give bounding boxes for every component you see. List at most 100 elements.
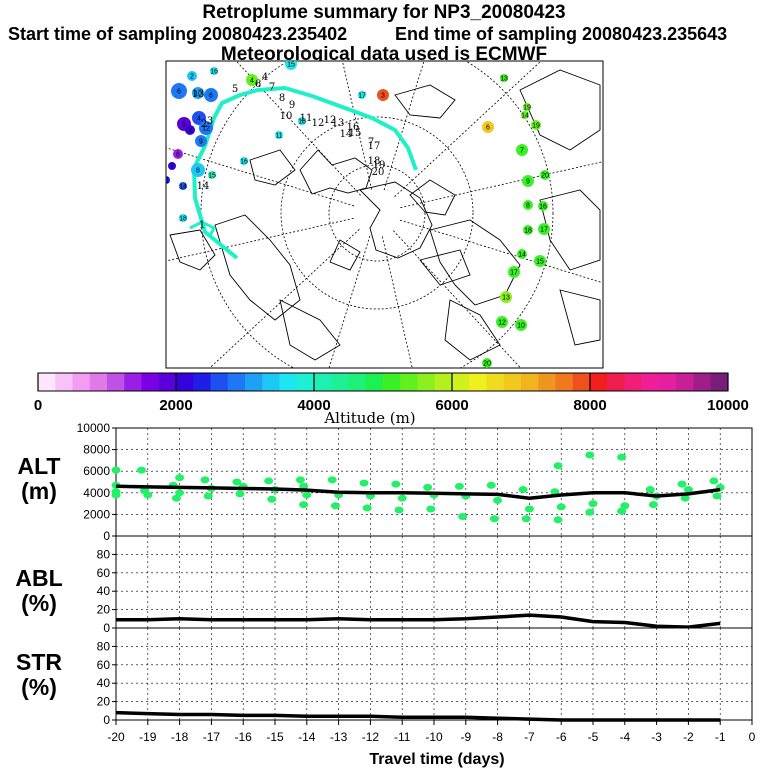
colorbar-swatch [469,373,487,391]
colorbar-swatch [72,373,91,391]
end-time-label: End time of sampling 20080423.235643 [395,24,728,44]
colorbar-swatch [314,373,332,391]
meridian-line [400,161,603,209]
map-marker-label: 4 [197,116,201,123]
map-day-label: 19 [373,160,386,171]
x-tick-label: 0 [749,730,756,744]
map-marker [540,170,550,180]
map-day-label: 17 [368,141,381,152]
map-marker-label: 18 [298,119,306,126]
colorbar-swatch [89,373,108,391]
map-marker-label: 2 [190,74,194,81]
map-marker [204,88,218,102]
coastline [419,249,471,286]
particle-point [175,474,185,482]
particle-point [267,495,277,503]
map-marker-label: 10 [517,323,525,330]
panel-label-line: (%) [21,590,57,616]
particle-point [203,492,213,500]
coastline [249,149,296,186]
colorbar-swatch [572,373,591,391]
colorbar-swatch [503,373,522,391]
meridian-line [394,61,542,197]
x-tick-label: -10 [425,730,443,744]
meridian-line [399,219,603,284]
colorbar-swatch [245,373,263,391]
coastline [169,229,216,271]
colorbar-swatch [107,373,125,391]
map-marker-label: 15 [287,62,295,69]
colorbar-swatch [348,373,367,391]
colorbar-tick-label: 10000 [707,397,749,414]
map-marker [192,87,204,99]
particle-point [299,501,309,509]
colorbar-swatch [693,373,712,391]
x-tick-label: -11 [394,730,411,744]
colorbar-swatch [624,373,643,391]
map-marker [285,61,297,70]
colorbar-swatch [210,373,229,391]
map-day-label: 12 [312,118,325,129]
str-panel-label: STR (%) [4,650,74,700]
colorbar-tick-label: 6000 [435,397,468,414]
colorbar-swatch [486,373,505,391]
particle-point [295,476,305,484]
particle-point [550,488,560,496]
x-tick-label: -3 [651,730,662,744]
map-day-label: 12 [324,115,337,126]
y-tick-label: 0 [103,529,110,543]
map-marker-label: 11 [162,178,169,185]
map-marker [173,149,183,159]
particle-point [712,492,722,500]
map-marker [208,171,216,179]
map-marker [210,67,218,75]
map-marker-label: 3 [188,128,192,135]
particle-point [683,486,693,494]
map-marker [496,316,508,328]
panel-label-line: ALT [17,453,61,479]
map-marker-label: 16 [210,69,218,76]
map-marker [534,255,546,267]
map-marker [377,89,389,101]
coastline [359,181,433,259]
x-tick-label: -13 [330,730,348,744]
particle-point [200,476,210,484]
coastline [519,69,601,151]
y-tick-label: 10000 [77,421,111,435]
x-tick-label: -15 [266,730,284,744]
x-tick-label: -17 [203,730,221,744]
map-marker-label: 14 [179,184,187,191]
particle-point [585,508,595,516]
map-marker [185,125,195,135]
map-marker-label: 6 [177,89,181,96]
particle-point [556,503,566,511]
particle-point [524,505,534,513]
meridian-line [166,217,354,262]
x-tick-label: -1 [715,730,726,744]
particle-point [617,453,627,461]
panel-label-line: (m) [21,478,57,504]
map-marker-label: 6 [486,125,490,132]
plume-trajectory-tail [189,220,217,237]
map-marker [168,162,176,170]
map-day-label: 13 [192,89,205,100]
colorbar-swatch [262,373,280,391]
map-marker-label: 17 [540,227,548,234]
x-tick-label: -19 [139,730,157,744]
particle-point [458,513,468,521]
map-marker [521,111,529,119]
particle-point [648,501,658,509]
panel-label-line: ABL [15,565,63,591]
map-marker [191,163,205,177]
x-tick-label: -7 [524,730,535,744]
meridian-line [209,229,360,368]
colorbar-tick-label: 2000 [159,397,192,414]
abl-panel-label: ABL (%) [4,566,74,616]
x-tick-label: -8 [492,730,503,744]
map-day-label: 20 [372,167,385,178]
map-marker [482,358,492,368]
x-tick-label: -9 [460,730,471,744]
panel-str: 0 20 40 60 80 [97,627,753,727]
map-marker-label: 12 [498,320,506,327]
